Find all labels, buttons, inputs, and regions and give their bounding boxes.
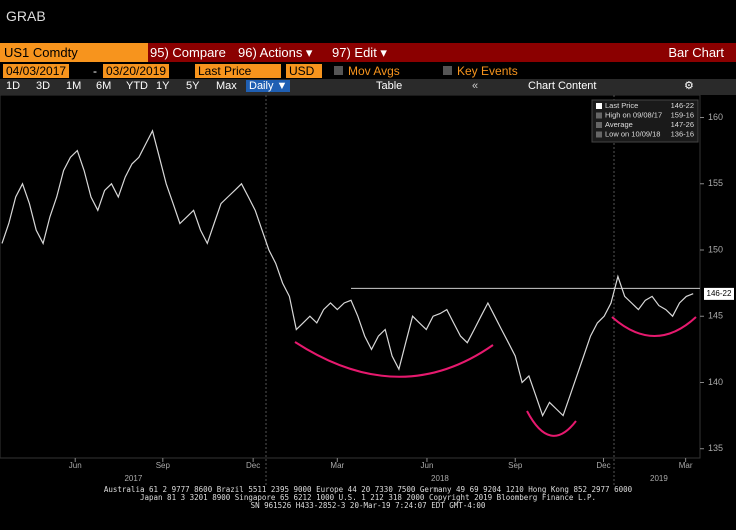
price-line — [1, 129, 694, 418]
x-tick-label: Mar — [679, 461, 693, 470]
x-tick-label: Jun — [69, 461, 82, 470]
settings-icon[interactable]: ⚙ — [684, 80, 694, 92]
period-button[interactable]: 1M — [66, 80, 82, 92]
legend-label: Last Price — [605, 101, 638, 110]
key-events[interactable]: Key Events — [457, 64, 518, 78]
pattern-arc — [526, 410, 577, 437]
end-date[interactable]: 03/20/2019 — [103, 64, 170, 78]
period-button[interactable]: 3D — [36, 80, 51, 92]
compare-button[interactable]: 95) Compare — [150, 45, 226, 60]
plot-area — [0, 95, 701, 459]
actions-button[interactable]: 96) Actions ▾ — [238, 45, 313, 60]
period-button[interactable]: Daily ▼ — [246, 80, 291, 92]
y-tick-label: 155 — [708, 178, 723, 188]
y-tick-label: 135 — [708, 443, 723, 453]
chart: 135 140 145 150 155 160 Jun Sep Dec Mar Jun Sep Dec M… — [0, 95, 734, 485]
footer-line: SN 961526 H433-2852-3 20-Mar-19 7:24:07 … — [250, 501, 486, 510]
x-tick-label: Dec — [596, 461, 610, 470]
legend-label: Low on 10/09/18 — [605, 129, 660, 138]
y-tick-label: 145 — [708, 311, 723, 321]
y-tick-label: 150 — [708, 244, 723, 254]
last-price-label: 146-22 — [707, 289, 732, 298]
legend-value: 146-22 — [671, 101, 694, 110]
date-separator: - — [93, 64, 97, 78]
chart-type-label: Bar Chart — [668, 45, 724, 60]
period-button[interactable]: 1D — [6, 80, 21, 92]
controls: 04/03/2017 - 03/20/2019 Last Price USD M… — [0, 63, 736, 79]
period-button[interactable]: YTD — [126, 80, 148, 92]
y-tick-label: 160 — [708, 112, 723, 122]
footer: Australia 61 2 9777 8600 Brazil 5511 239… — [0, 486, 736, 510]
edit-button[interactable]: 97) Edit ▾ — [332, 45, 387, 60]
footer-line: Japan 81 3 3201 8900 Singapore 65 6212 1… — [139, 493, 597, 502]
period-button[interactable]: 6M — [96, 80, 112, 92]
security-field[interactable]: US1 Comdty — [0, 43, 148, 62]
legend-swatch — [596, 131, 602, 138]
pattern-arc — [611, 316, 697, 337]
year-label: 2018 — [431, 474, 449, 483]
x-tick-label: Sep — [156, 461, 171, 470]
period-bar: Table « Chart Content ⚙ 1D 3D 1M 6M YTD 1Y 5Y M… — [0, 79, 736, 95]
window-title: GRAB — [6, 8, 46, 24]
x-tick-label: Sep — [508, 461, 523, 470]
checkbox[interactable] — [443, 66, 452, 75]
legend-swatch — [596, 122, 602, 128]
last-price-tag — [704, 287, 734, 300]
legend-swatch — [596, 112, 602, 119]
legend-value: 147-26 — [671, 120, 694, 129]
footer-line: Australia 61 2 9777 8600 Brazil 5511 239… — [103, 485, 633, 494]
year-label: 2017 — [124, 474, 142, 483]
currency-select[interactable]: USD — [286, 64, 322, 78]
chart-content-tab[interactable]: Chart Content — [528, 80, 597, 92]
legend-swatch — [596, 103, 602, 109]
period-button[interactable]: Max — [216, 80, 237, 92]
legend-box — [591, 99, 699, 143]
period-button[interactable]: 5Y — [186, 80, 200, 92]
field-select[interactable]: Last Price — [195, 64, 281, 78]
y-tick-label: 140 — [708, 377, 723, 387]
mov-avgs[interactable]: Mov Avgs — [348, 64, 400, 78]
legend-label: High on 09/08/17 — [605, 110, 662, 119]
legend-label: Average — [605, 120, 633, 129]
scroll-left[interactable]: « — [472, 80, 479, 92]
start-date[interactable]: 04/03/2017 — [3, 64, 70, 78]
table-tab[interactable]: Table — [376, 80, 403, 92]
checkbox[interactable] — [334, 66, 343, 75]
legend-value: 159-16 — [671, 110, 694, 119]
toolbar: US1 Comdty 95) Compare 96) Actions ▾ 97)… — [0, 43, 736, 62]
x-tick-label: Jun — [421, 461, 434, 470]
x-tick-label: Dec — [246, 461, 260, 470]
period-button[interactable]: 1Y — [156, 80, 170, 92]
legend-value: 136-16 — [671, 129, 694, 138]
pattern-arc — [294, 341, 494, 378]
x-tick-label: Mar — [330, 461, 344, 470]
year-label: 2019 — [650, 474, 668, 483]
